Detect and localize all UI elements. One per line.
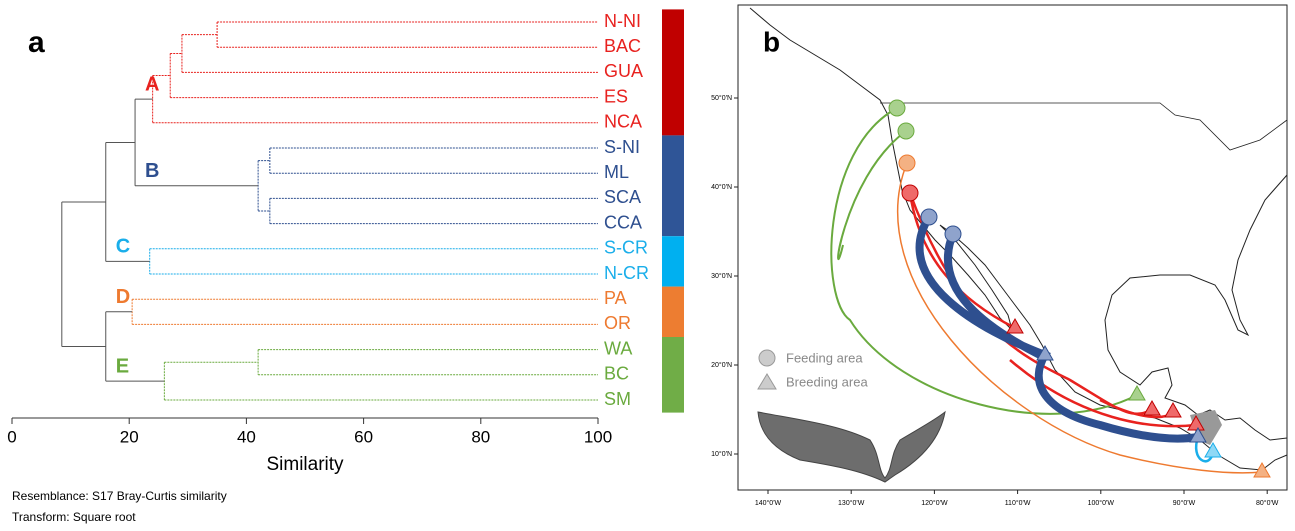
lat-label: 30°0'N xyxy=(711,272,732,280)
lon-label: 100°0'W xyxy=(1088,499,1115,507)
whale-fluke xyxy=(757,410,946,483)
legend-symbol xyxy=(757,373,777,390)
leaf-label: PA xyxy=(604,288,627,308)
leaf-label: BC xyxy=(604,364,629,384)
x-tick-label: 40 xyxy=(237,427,256,446)
group-bar xyxy=(662,9,684,136)
leaf-label: SCA xyxy=(604,187,641,207)
leaf-label: ML xyxy=(604,162,629,182)
x-tick-label: 0 xyxy=(7,427,16,446)
breeding-point xyxy=(1253,461,1271,478)
legend-symbol xyxy=(758,349,776,367)
breeding-point xyxy=(1143,399,1161,416)
group-label: A xyxy=(145,73,159,95)
lat-label: 40°0'N xyxy=(711,183,732,191)
leaf-label: ES xyxy=(604,86,628,106)
leaf-label: WA xyxy=(604,338,632,358)
leaf-label: N-CR xyxy=(604,263,649,283)
leaf-label: N-NI xyxy=(604,11,641,31)
feeding-points xyxy=(888,99,962,243)
panel-label: b xyxy=(763,26,780,57)
lon-label: 80°0'W xyxy=(1256,499,1279,507)
leaf-label: S-NI xyxy=(604,137,640,157)
lon-label: 110°0'W xyxy=(1005,499,1031,507)
x-tick-label: 100 xyxy=(584,427,612,446)
route xyxy=(915,214,1199,443)
group-bar xyxy=(662,236,684,287)
group-bar xyxy=(662,286,684,337)
leaf-label: CCA xyxy=(604,212,642,232)
breeding-point xyxy=(1036,344,1054,361)
x-tick-label: 80 xyxy=(471,427,490,446)
breeding-point xyxy=(1128,384,1146,401)
lon-label: 130°0'W xyxy=(838,499,865,507)
breeding-points xyxy=(1006,317,1271,478)
breeding-point xyxy=(1204,441,1222,458)
lat-label: 20°0'N xyxy=(711,361,732,369)
group-label: E xyxy=(116,355,129,377)
map-frame xyxy=(737,4,1288,491)
feeding-point xyxy=(901,184,919,202)
group-label: B xyxy=(145,160,159,182)
leaf-label: NCA xyxy=(604,112,642,132)
lon-label: 140°0'W xyxy=(755,499,782,507)
lon-label: 120°0'W xyxy=(921,499,948,507)
route xyxy=(896,162,1263,474)
note: Transform: Square root xyxy=(12,510,136,524)
leaf-label: BAC xyxy=(604,36,641,56)
lon-label: 90°0'W xyxy=(1173,499,1196,507)
legend-label: Breeding area xyxy=(786,374,868,389)
route xyxy=(908,192,1197,428)
feeding-point xyxy=(897,122,915,140)
axis-title: Similarity xyxy=(266,454,344,475)
feeding-point xyxy=(920,208,938,226)
lat-label: 10°0'N xyxy=(711,450,732,458)
lat-label: 50°0'N xyxy=(711,94,732,102)
panel-label: a xyxy=(28,26,45,59)
breeding-point xyxy=(1187,414,1205,431)
breeding-point xyxy=(1189,426,1207,443)
map: Feeding area Breeding area b xyxy=(737,4,1288,491)
breeding-point xyxy=(1006,317,1024,334)
route xyxy=(837,130,907,261)
group-bar xyxy=(662,337,684,413)
breeding-point xyxy=(1164,401,1182,418)
leaf-label: SM xyxy=(604,389,631,409)
leaf-label: OR xyxy=(604,313,631,333)
route xyxy=(830,107,1138,415)
leaf-label: S-CR xyxy=(604,238,648,258)
x-tick-label: 20 xyxy=(120,427,139,446)
legend-label: Feeding area xyxy=(786,350,863,365)
feeding-point xyxy=(888,99,906,117)
group-label: D xyxy=(116,286,130,308)
feeding-point xyxy=(898,154,916,172)
leaf-label: GUA xyxy=(604,61,643,81)
border xyxy=(880,102,1288,151)
x-tick-label: 60 xyxy=(354,427,373,446)
group-label: C xyxy=(116,236,130,258)
note: Resemblance: S17 Bray-Curtis similarity xyxy=(12,489,227,503)
group-bar xyxy=(662,135,684,237)
feeding-point xyxy=(944,225,962,243)
